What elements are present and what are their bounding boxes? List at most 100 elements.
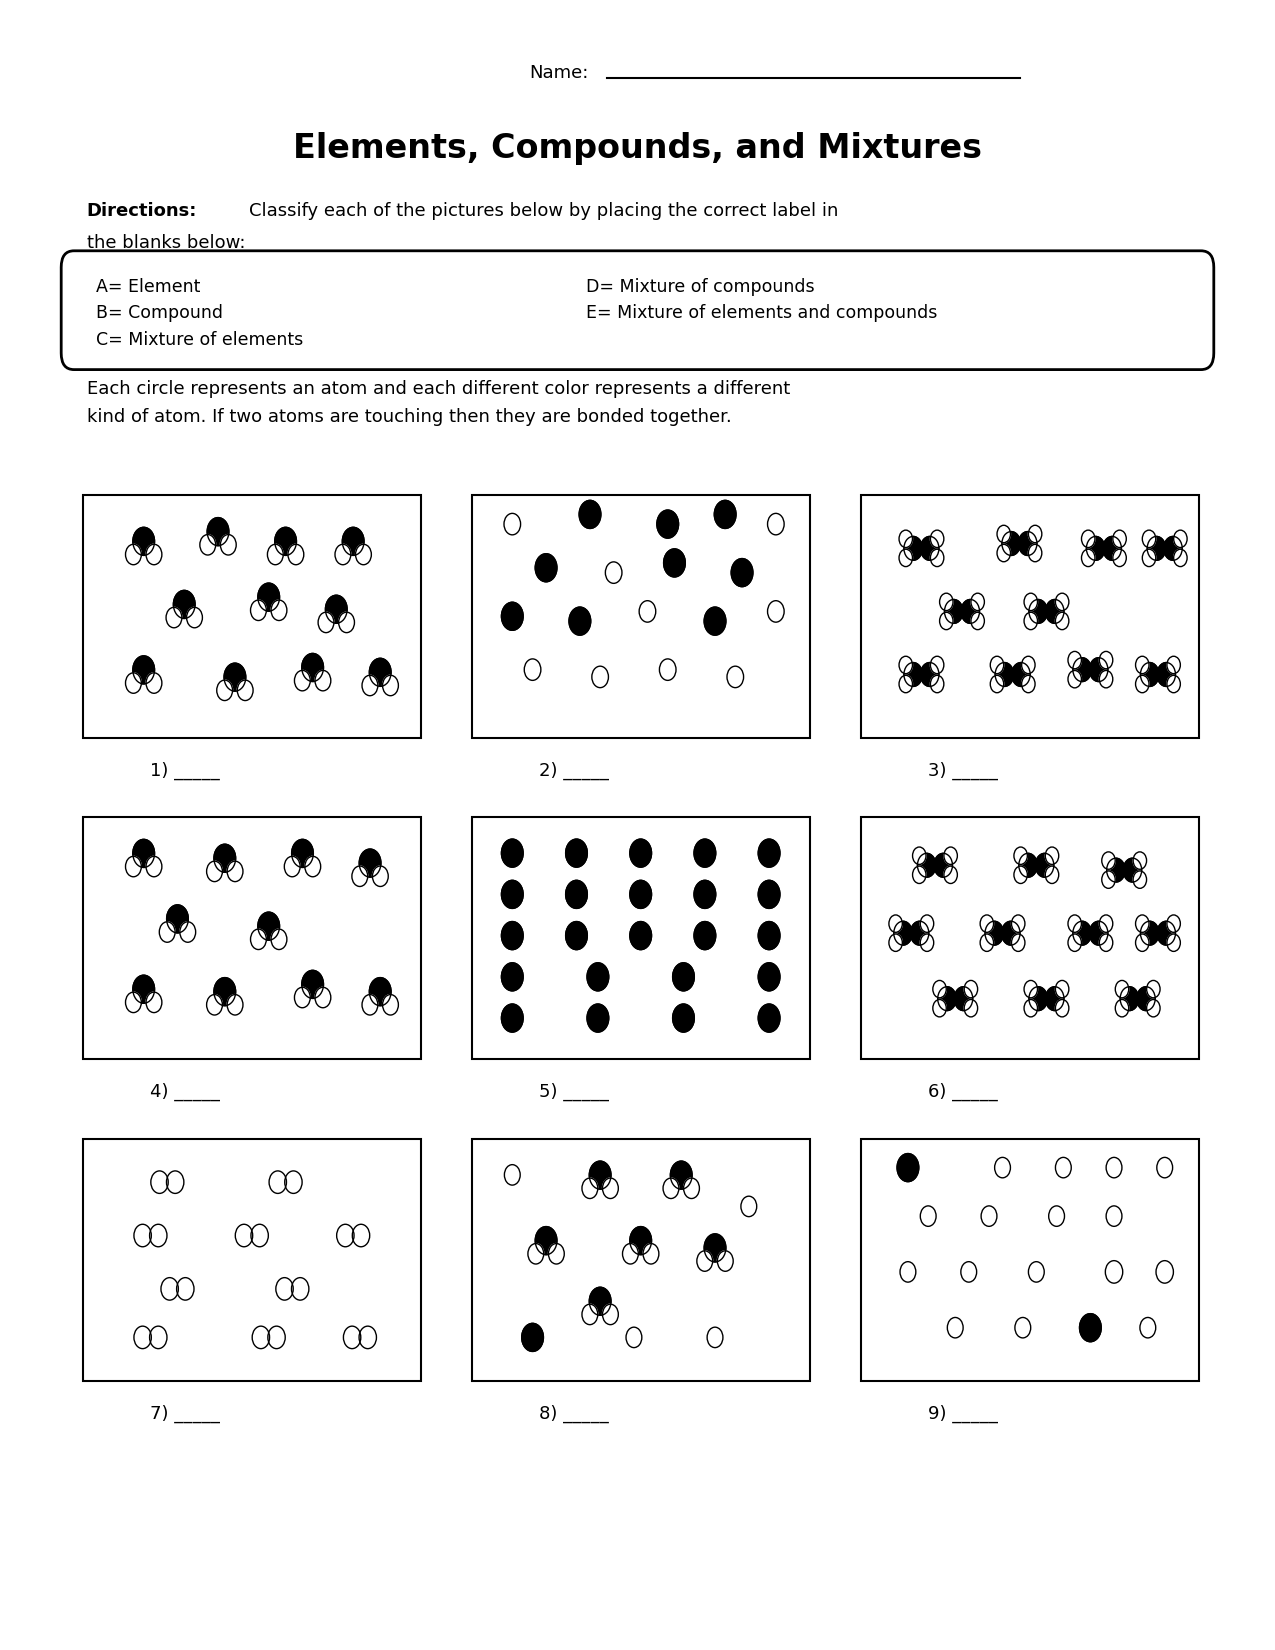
Circle shape [217,680,232,701]
Circle shape [1046,599,1063,624]
Bar [472,817,810,1059]
Circle shape [337,1224,354,1247]
Circle shape [1048,1206,1065,1226]
Circle shape [1146,1000,1160,1016]
Circle shape [1029,525,1042,543]
Circle shape [581,1304,598,1325]
Circle shape [1046,866,1058,883]
Circle shape [134,1327,152,1348]
Circle shape [317,612,334,632]
Circle shape [360,850,381,878]
Circle shape [961,1262,977,1282]
Text: 9) _____: 9) _____ [928,1404,998,1424]
Circle shape [1029,1262,1044,1282]
Circle shape [258,582,279,610]
Circle shape [167,904,189,932]
Circle shape [994,1157,1010,1178]
Circle shape [921,934,933,952]
Circle shape [1068,934,1081,952]
Circle shape [133,528,154,556]
Circle shape [133,975,154,1003]
Circle shape [921,1206,936,1226]
Circle shape [1137,987,1155,1010]
Circle shape [1133,871,1146,888]
Circle shape [272,601,287,620]
Circle shape [991,657,1003,673]
Circle shape [741,1196,756,1216]
Circle shape [933,980,946,998]
Circle shape [899,549,913,566]
Text: 6) _____: 6) _____ [928,1082,998,1102]
Circle shape [272,929,287,949]
Text: Elements, Compounds, and Mixtures: Elements, Compounds, and Mixtures [293,132,982,165]
Circle shape [933,1000,946,1016]
Bar [472,495,810,738]
Circle shape [643,1244,659,1264]
Circle shape [630,922,652,950]
Circle shape [1167,916,1181,932]
Circle shape [889,916,903,932]
Circle shape [250,601,266,620]
Circle shape [1116,980,1128,998]
Text: Name:: Name: [529,64,589,81]
Circle shape [980,916,993,932]
Circle shape [1029,599,1047,624]
Circle shape [1167,675,1181,693]
Circle shape [1140,1317,1155,1338]
Text: 8) _____: 8) _____ [539,1404,609,1424]
Circle shape [940,612,952,630]
Circle shape [986,921,1003,945]
Circle shape [931,675,944,693]
Circle shape [918,853,936,878]
Circle shape [657,510,678,538]
Text: the blanks below:: the blanks below: [87,234,245,251]
Circle shape [997,544,1011,561]
Circle shape [214,845,236,873]
Circle shape [180,922,195,942]
Circle shape [134,1224,152,1247]
Circle shape [964,1000,978,1016]
Circle shape [991,675,1003,693]
Circle shape [931,549,944,566]
Circle shape [589,1287,611,1315]
Circle shape [566,881,588,909]
Circle shape [524,658,541,680]
Circle shape [125,856,142,876]
Circle shape [177,1277,194,1300]
Circle shape [1068,652,1081,668]
Circle shape [1046,987,1063,1010]
Bar [472,1138,810,1381]
Circle shape [295,670,310,691]
Circle shape [659,658,676,680]
Bar [861,817,1198,1059]
Circle shape [1156,1261,1173,1284]
Text: 4) _____: 4) _____ [150,1082,221,1102]
Circle shape [899,530,913,548]
Circle shape [167,1172,184,1193]
Circle shape [900,1262,915,1282]
Circle shape [586,964,608,992]
Circle shape [1136,934,1149,952]
Circle shape [759,840,780,868]
Circle shape [759,964,780,992]
Circle shape [1156,1157,1173,1178]
Circle shape [133,840,154,868]
Circle shape [759,1005,780,1033]
Circle shape [947,1317,963,1338]
Circle shape [1164,536,1182,561]
Circle shape [1011,916,1025,932]
Circle shape [1142,530,1155,548]
Circle shape [714,500,736,528]
Circle shape [579,500,601,528]
Circle shape [1133,851,1146,870]
Circle shape [1056,612,1068,630]
Circle shape [161,1277,179,1300]
Circle shape [186,607,203,627]
Circle shape [980,934,993,952]
Circle shape [904,536,922,561]
Circle shape [258,912,279,940]
Circle shape [252,1327,269,1348]
Circle shape [1021,657,1035,673]
Circle shape [1099,652,1113,668]
Circle shape [325,596,347,624]
